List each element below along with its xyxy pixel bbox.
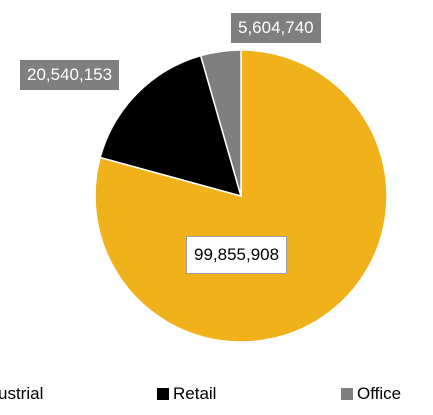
pie-slice-retail <box>99 54 243 198</box>
legend-item-industrial: ustrial <box>0 384 43 404</box>
legend-item-office: Office <box>341 384 401 404</box>
pie-slice-office <box>199 49 242 197</box>
legend-swatch-office <box>341 388 353 400</box>
legend-swatch-retail <box>157 388 169 400</box>
data-label-office: 5,604,740 <box>231 13 321 43</box>
data-label-industrial: 99,855,908 <box>186 236 288 274</box>
legend-label-retail: Retail <box>173 384 217 403</box>
data-label-retail: 20,540,153 <box>20 60 120 90</box>
legend-label-office: Office <box>357 384 402 403</box>
legend-item-retail: Retail <box>157 384 216 404</box>
legend-label-industrial: ustrial <box>0 384 44 403</box>
